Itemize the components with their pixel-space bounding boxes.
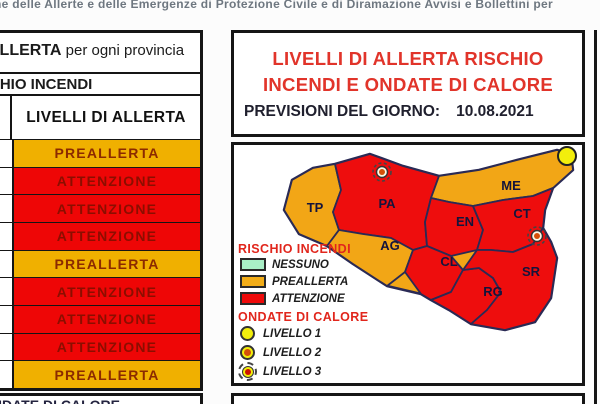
bulletin-title-box: LIVELLI DI ALLERTA RISCHIO INCENDI E OND…	[231, 30, 585, 137]
alert-table-title-rest: per ogni provincia	[61, 42, 185, 59]
level3-icon	[238, 362, 257, 381]
legend-item-livello1: LIVELLO 1	[238, 324, 368, 343]
heat-marker-CT-level3	[527, 226, 547, 246]
alert-level-cell: ATTENZIONE	[12, 333, 200, 361]
legend-label: LIVELLO 3	[263, 365, 322, 378]
legend-label: LIVELLO 1	[263, 327, 322, 340]
forecast-label: PREVISIONI DEL GIORNO:	[244, 103, 441, 121]
alert-level-cell: PREALLERTA	[12, 140, 200, 167]
province-label-AG: AG	[380, 238, 400, 253]
bulletin-title-line1: LIVELLI DI ALLERTA RISCHIO	[272, 47, 544, 69]
preallerta-swatch-icon	[240, 275, 266, 288]
alert-level-cell: ATTENZIONE	[12, 306, 200, 333]
alert-levels-column-header: LIVELLI DI ALLERTA	[26, 108, 186, 126]
legend-label: ATTENZIONE	[272, 292, 345, 305]
alert-level-cell: PREALLERTA	[12, 361, 200, 389]
legend-item-attenzione: ATTENZIONE	[240, 290, 368, 307]
sicily-map-box: TP PA ME AG EN CT CL RG SR RISCHIO	[231, 142, 585, 386]
nessuno-swatch-icon	[240, 258, 266, 271]
heat-wave-table-header-label: ONDATE DI CALORE	[0, 397, 120, 404]
alert-rows: PREALLERTA ATTENZIONE ATTENZIONE ATTENZI…	[0, 139, 200, 389]
right-bottom-box-partial	[231, 393, 585, 404]
legend-item-nessuno: NESSUNO	[240, 256, 368, 273]
province-label-RG: RG	[483, 284, 503, 299]
province-label-CL: CL	[440, 254, 457, 269]
province-label-CT: CT	[513, 206, 530, 221]
heat-marker-ME-level1	[557, 146, 577, 166]
heat-wave-table-header-partial: ONDATE DI CALORE	[0, 393, 203, 404]
legend-item-livello3: LIVELLO 3	[238, 362, 368, 381]
legend-label: PREALLERTA	[272, 275, 349, 288]
table-row: ATTENZIONE	[0, 332, 200, 361]
alert-table-title-bold: ALLERTA	[0, 42, 62, 59]
alert-table-title-row: ALLERTA per ogni provincia	[0, 33, 200, 72]
map-legend: RISCHIO INCENDI NESSUNO PREALLERTA ATTEN…	[238, 242, 368, 381]
table-row: ATTENZIONE	[0, 222, 200, 250]
legend-item-livello2: LIVELLO 2	[238, 343, 368, 362]
level1-icon	[238, 324, 257, 343]
alert-table: ALLERTA per ogni provincia RISCHIO INCEN…	[0, 30, 203, 391]
column-header-row: LIVELLI DI ALLERTA	[0, 94, 200, 139]
province-label-TP: TP	[307, 200, 324, 215]
fire-risk-section-row: RISCHIO INCENDI	[0, 72, 200, 94]
legend-label: LIVELLO 2	[263, 346, 322, 359]
legend-item-preallerta: PREALLERTA	[240, 273, 368, 290]
attenzione-swatch-icon	[240, 292, 266, 305]
table-row: ATTENZIONE	[0, 305, 200, 333]
province-column-spacer	[0, 96, 12, 139]
province-label-PA: PA	[378, 196, 396, 211]
table-row: PREALLERTA	[0, 360, 200, 389]
table-row: ATTENZIONE	[0, 194, 200, 223]
table-row: PREALLERTA	[0, 139, 200, 167]
province-label-ME: ME	[501, 178, 521, 193]
legend-label: NESSUNO	[272, 258, 329, 271]
alert-level-cell: ATTENZIONE	[12, 195, 200, 223]
alert-level-cell: ATTENZIONE	[12, 167, 200, 195]
table-row: ATTENZIONE	[0, 277, 200, 306]
legend-heat-title: ONDATE DI CALORE	[238, 310, 369, 324]
province-label-SR: SR	[522, 264, 541, 279]
heat-marker-PA-level3	[372, 162, 392, 182]
level2-icon	[238, 343, 257, 362]
alert-level-cell: ATTENZIONE	[12, 223, 200, 250]
province-label-EN: EN	[456, 214, 474, 229]
legend-fire-title: RISCHIO INCENDI	[238, 242, 351, 256]
document-header-text: ne delle Allerte e delle Emergenze di Pr…	[0, 0, 553, 11]
page-column-divider	[594, 30, 597, 404]
table-row: ATTENZIONE	[0, 166, 200, 195]
table-row: PREALLERTA	[0, 249, 200, 278]
sicily-map: TP PA ME AG EN CT CL RG SR	[282, 146, 577, 332]
province-SR	[462, 227, 558, 331]
alert-level-cell: PREALLERTA	[12, 250, 200, 278]
alert-level-cell: ATTENZIONE	[12, 278, 200, 306]
bulletin-title-line2: INCENDI E ONDATE DI CALORE	[262, 73, 554, 95]
forecast-line: PREVISIONI DEL GIORNO: 10.08.2021	[234, 103, 534, 121]
fire-risk-section-label: RISCHIO INCENDI	[0, 76, 93, 93]
forecast-date: 10.08.2021	[456, 103, 534, 121]
